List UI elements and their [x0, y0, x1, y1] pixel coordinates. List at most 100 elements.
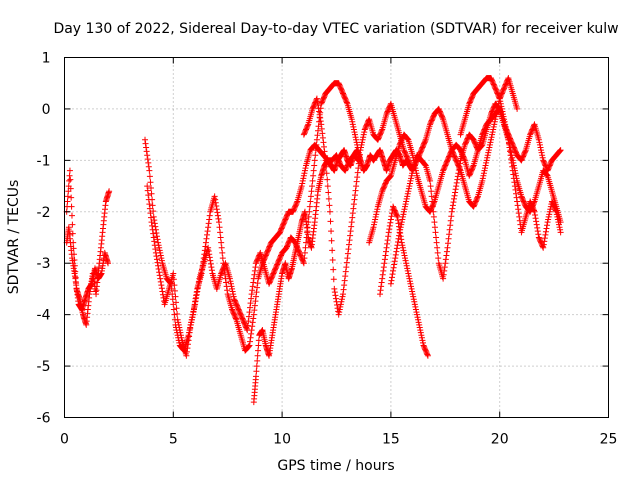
data-point — [311, 162, 318, 169]
series-arc9 — [457, 75, 564, 251]
data-point — [208, 267, 215, 274]
data-point — [491, 121, 498, 128]
data-point — [310, 167, 317, 174]
data-point — [247, 304, 254, 311]
data-point — [405, 158, 412, 165]
data-point — [505, 136, 512, 143]
data-point — [361, 129, 368, 136]
data-point — [175, 319, 182, 326]
data-point — [532, 212, 539, 218]
data-point — [383, 244, 390, 251]
data-point — [540, 158, 547, 165]
data-point — [195, 282, 202, 289]
data-point — [291, 204, 298, 211]
data-point — [427, 120, 434, 127]
data-point — [482, 165, 489, 172]
data-point — [400, 208, 407, 215]
data-point — [392, 255, 399, 262]
data-point — [447, 150, 454, 157]
data-point — [251, 271, 258, 278]
data-point — [512, 148, 519, 155]
data-point — [252, 298, 259, 305]
data-point — [145, 196, 152, 203]
data-point — [188, 319, 195, 326]
data-point — [245, 318, 252, 325]
data-point — [472, 198, 479, 205]
data-point — [443, 158, 450, 165]
data-point — [390, 267, 397, 274]
data-point — [144, 183, 151, 190]
data-point — [176, 324, 183, 331]
data-point — [149, 202, 156, 209]
data-point — [520, 152, 527, 159]
data-point — [390, 203, 397, 210]
data-point — [229, 306, 236, 313]
data-point — [177, 332, 184, 339]
data-point — [315, 127, 322, 134]
data-point — [206, 216, 213, 223]
data-point — [321, 93, 328, 100]
data-point — [159, 288, 166, 295]
data-point — [417, 148, 424, 155]
data-point — [514, 105, 521, 112]
data-point — [394, 239, 401, 245]
data-point — [441, 267, 448, 274]
data-point — [502, 81, 509, 88]
data-point — [552, 206, 559, 213]
data-point — [351, 129, 358, 136]
data-point — [498, 103, 505, 110]
data-point — [442, 162, 449, 169]
data-point — [233, 302, 240, 309]
data-point — [248, 295, 255, 302]
data-point — [398, 221, 405, 228]
data-point — [377, 287, 384, 294]
data-point — [527, 199, 534, 206]
data-point — [212, 196, 219, 203]
data-point — [237, 311, 244, 318]
data-point — [396, 229, 403, 236]
data-point — [466, 99, 473, 106]
data-point — [396, 232, 403, 239]
data-point — [277, 253, 284, 260]
data-point — [267, 278, 274, 285]
data-point — [214, 212, 221, 219]
data-point — [441, 165, 448, 172]
data-point — [401, 206, 408, 213]
data-point — [204, 228, 211, 235]
data-point — [467, 98, 474, 105]
data-point — [229, 285, 236, 292]
data-point — [183, 348, 190, 355]
data-point — [189, 314, 196, 321]
data-point — [145, 163, 152, 170]
data-point — [190, 306, 197, 313]
data-point — [227, 278, 234, 285]
data-point — [361, 126, 368, 133]
data-point — [362, 125, 369, 132]
data-point — [400, 211, 407, 218]
data-point — [229, 307, 236, 314]
data-point — [421, 161, 428, 168]
series-arc3 — [144, 80, 364, 359]
data-point — [409, 288, 416, 295]
data-point — [504, 134, 511, 141]
data-point — [301, 129, 308, 136]
data-point — [250, 311, 257, 318]
data-point — [232, 315, 239, 322]
data-point — [487, 139, 494, 146]
data-point — [456, 163, 463, 170]
data-point — [144, 156, 151, 163]
data-point — [422, 138, 429, 145]
data-point — [385, 105, 392, 112]
data-point — [230, 309, 237, 316]
data-point — [335, 80, 342, 87]
data-point — [379, 188, 386, 195]
data-point — [254, 257, 261, 264]
data-point — [419, 144, 426, 151]
data-point — [409, 170, 416, 177]
y-tick-label: -5 — [37, 359, 51, 375]
data-point — [419, 339, 426, 346]
data-point — [443, 252, 450, 259]
data-point — [205, 248, 212, 254]
data-point — [327, 218, 334, 225]
data-point — [194, 288, 201, 295]
